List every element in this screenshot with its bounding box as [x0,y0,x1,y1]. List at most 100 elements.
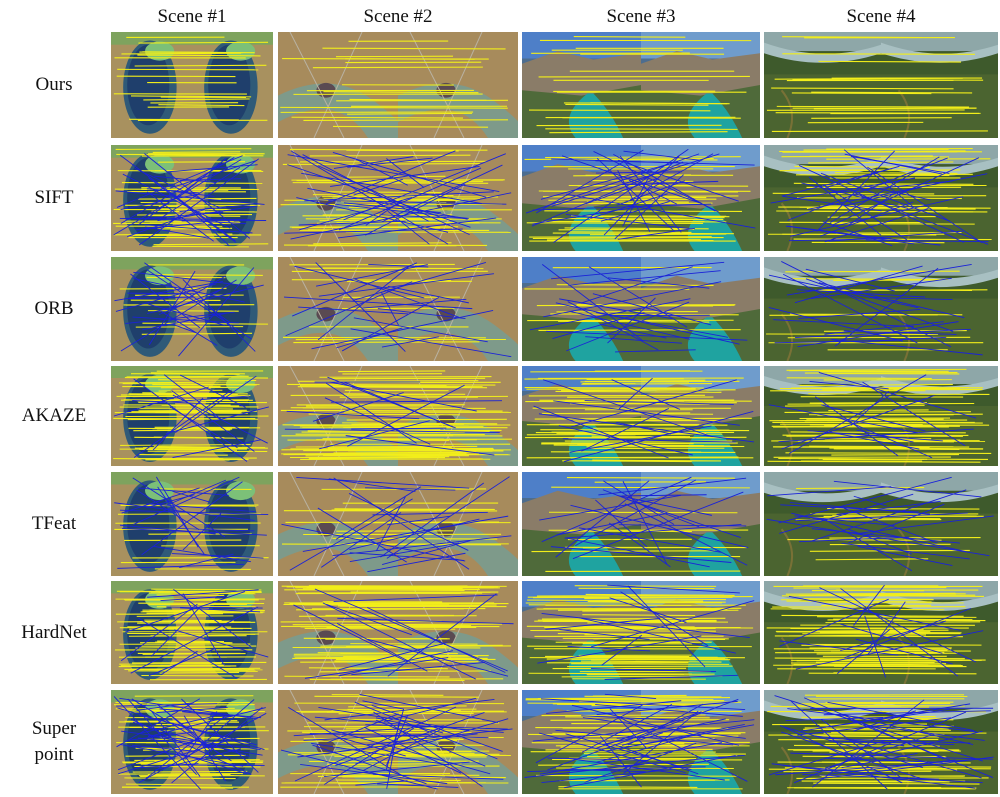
incorrect-match-line [539,742,722,775]
incorrect-match-line [381,164,503,223]
correct-match-line [119,381,245,384]
incorrect-match-line [350,328,512,358]
incorrect-match-line [590,668,717,673]
match-panel-scene-1-row-3 [111,257,273,361]
incorrect-match-line [529,298,691,331]
correct-match-line [346,645,512,648]
incorrect-match-line [144,153,251,239]
incorrect-match-line [540,161,679,200]
correct-match-line [799,206,991,209]
incorrect-match-line [618,377,653,410]
incorrect-match-line [375,719,486,767]
correct-match-line [828,619,986,622]
incorrect-match-line [114,502,255,521]
correct-match-line [808,161,954,164]
incorrect-match-line [333,477,470,570]
incorrect-match-line [867,166,983,244]
correct-match-line [127,385,242,388]
correct-match-line [786,377,932,380]
correct-match-line [557,632,690,635]
incorrect-match-line [622,177,650,227]
incorrect-match-line [538,413,755,443]
incorrect-match-line [120,157,235,224]
correct-match-line [538,75,750,78]
incorrect-match-line [133,476,240,525]
correct-match-line [338,370,446,373]
incorrect-match-line [314,588,508,672]
incorrect-match-line [822,184,908,241]
incorrect-match-line [571,379,737,428]
column-header-scene-4: Scene #4 [846,6,916,27]
incorrect-match-line [284,428,500,434]
incorrect-match-line [584,742,697,783]
correct-match-line [833,618,973,621]
correct-match-line [776,105,970,108]
incorrect-match-line [546,700,682,714]
incorrect-match-line [336,623,428,672]
incorrect-match-line [113,386,209,417]
incorrect-match-line [825,165,900,188]
correct-match-line [322,587,463,590]
correct-match-line [290,407,486,409]
match-panel-scene-2-row-7 [278,690,518,794]
incorrect-match-line [292,262,418,317]
correct-match-line [781,614,964,617]
incorrect-match-line [121,730,261,750]
incorrect-match-line [566,193,756,229]
incorrect-match-line [288,706,405,778]
correct-match-line [809,413,983,416]
scene-image-right [398,257,518,361]
match-panel-scene-3-row-7 [522,690,760,794]
incorrect-match-line [539,494,682,521]
incorrect-match-line [779,640,899,656]
correct-match-line [152,245,249,248]
incorrect-match-line [615,715,748,782]
correct-match-line [528,394,706,397]
correct-match-line [124,720,238,722]
incorrect-match-line [774,339,903,344]
incorrect-match-line [172,490,211,503]
incorrect-match-line [359,693,499,724]
incorrect-match-line [535,704,643,764]
incorrect-match-line [789,502,930,515]
correct-match-line [280,106,508,109]
correct-match-line [331,508,495,511]
incorrect-match-line [627,585,706,668]
incorrect-match-line [536,149,644,214]
correct-match-line [115,613,224,615]
incorrect-match-line [585,336,682,344]
correct-match-line [825,742,936,745]
incorrect-match-line [182,513,222,551]
incorrect-match-line [174,375,257,433]
correct-match-line [142,322,268,325]
incorrect-match-line [349,542,460,563]
incorrect-match-line [116,155,243,208]
correct-match-line [304,627,456,630]
correct-match-line [796,486,925,490]
incorrect-match-line [133,278,245,303]
incorrect-match-line [165,406,269,434]
incorrect-match-line [808,176,882,236]
incorrect-match-line [567,645,651,652]
incorrect-match-line [621,732,663,746]
incorrect-match-line [372,511,488,516]
column-header-scene-3: Scene #3 [606,6,676,27]
correct-match-line [808,393,990,396]
incorrect-match-line [559,629,650,640]
incorrect-match-line [373,711,483,788]
match-panel-scene-2-row-4 [278,366,518,466]
incorrect-match-line [824,757,943,763]
incorrect-match-line [285,281,413,337]
incorrect-match-line [147,707,266,738]
incorrect-match-line [158,288,222,316]
correct-match-line [585,593,735,596]
incorrect-match-line [337,217,497,239]
incorrect-match-line [840,588,959,677]
incorrect-match-line [287,164,471,228]
correct-match-line [818,289,973,292]
incorrect-match-line [595,499,648,548]
incorrect-match-line [172,439,261,458]
incorrect-match-line [142,312,230,331]
correct-match-line [134,436,244,439]
correct-match-line [298,615,477,617]
